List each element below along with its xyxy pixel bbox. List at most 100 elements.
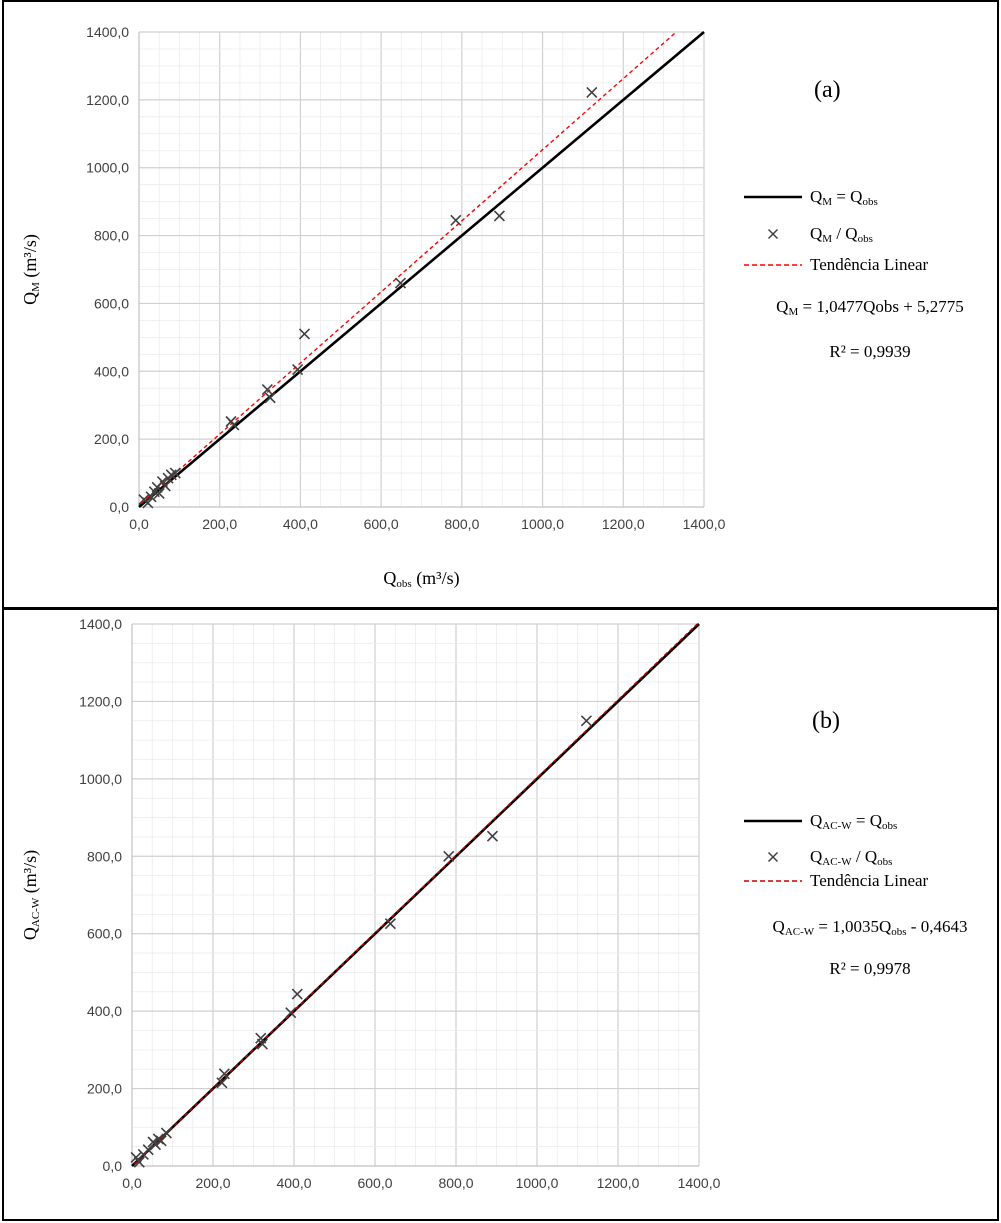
data-point-stroke xyxy=(493,210,505,222)
panel-label: (b) xyxy=(812,708,840,734)
data-point-stroke xyxy=(149,1139,162,1151)
x-tick-label: 0,0 xyxy=(129,516,149,532)
panel-label: (a) xyxy=(814,77,841,103)
legend-points-label: QAC-W / Qobs xyxy=(810,847,892,868)
chart-a-svg: 0,0 200,0 400,0 600,0 800,0 1000,0 1200,0 1400,… xyxy=(20,24,964,590)
data-point xyxy=(169,467,181,479)
legend-marker-stroke xyxy=(767,851,779,863)
legend-identity-label: QAC-W = Qobs xyxy=(810,811,897,832)
trend-line xyxy=(140,31,677,504)
data-point xyxy=(155,1135,167,1147)
x-tick-label: 200,0 xyxy=(202,516,237,532)
chart-panel-a: 0,0 200,0 400,0 600,0 800,0 1000,0 1200,0 1400,… xyxy=(2,0,999,610)
data-point-stroke xyxy=(145,491,157,503)
y-axis-title: QAC-W (m³/s) xyxy=(20,850,42,940)
x-tick-label: 800,0 xyxy=(438,1175,473,1191)
data-point xyxy=(292,364,304,376)
data-point-stroke xyxy=(256,1038,268,1050)
data-point-stroke xyxy=(216,1077,228,1089)
x-tick-label: 0,0 xyxy=(122,1175,142,1191)
data-point-stroke xyxy=(292,364,304,376)
r-squared: R² = 0,9978 xyxy=(829,959,910,978)
data-point-stroke xyxy=(159,480,171,492)
y-tick-label: 1400,0 xyxy=(79,616,122,632)
data-point xyxy=(153,487,165,499)
data-point-stroke xyxy=(443,850,455,862)
data-point-stroke xyxy=(130,1151,142,1164)
data-point xyxy=(130,1151,142,1164)
data-point xyxy=(142,497,154,509)
data-point-stroke xyxy=(384,918,396,930)
data-point xyxy=(133,1156,145,1168)
data-point-stroke xyxy=(291,988,303,1000)
x-tick-label: 1400,0 xyxy=(683,516,726,532)
data-point-stroke xyxy=(169,467,181,479)
y-tick-label: 1000,0 xyxy=(86,160,129,176)
y-tick-label: 1200,0 xyxy=(86,92,129,108)
y-tick-label: 200,0 xyxy=(94,431,129,447)
x-tick-label: 400,0 xyxy=(283,516,318,532)
chart-panel-b: 0,0 200,0 400,0 600,0 800,0 1000,0 1200,0 1400,… xyxy=(2,608,999,1221)
data-point xyxy=(486,830,499,842)
x-axis-title: Qobs (m³/s) xyxy=(383,568,459,590)
legend-marker-stroke xyxy=(767,228,779,240)
x-tick-label: 1400,0 xyxy=(678,1175,721,1191)
data-point xyxy=(142,1144,154,1156)
data-point xyxy=(159,480,171,492)
regression-equation: QM = 1,0477Qobs + 5,2775 xyxy=(776,297,964,318)
data-point xyxy=(580,715,592,727)
data-point-stroke xyxy=(486,830,499,842)
x-tick-label: 1200,0 xyxy=(597,1175,640,1191)
data-point-stroke xyxy=(586,86,598,98)
data-point-stroke xyxy=(261,384,273,396)
y-tick-label: 600,0 xyxy=(87,926,122,942)
x-tick-label: 800,0 xyxy=(444,516,479,532)
data-point xyxy=(218,1068,230,1080)
y-tick-label: 1000,0 xyxy=(79,771,122,787)
legend-trend-label: Tendência Linear xyxy=(810,871,929,890)
y-tick-label: 0,0 xyxy=(103,1158,123,1174)
legend-points-label: QM / Qobs xyxy=(810,224,873,245)
data-point xyxy=(228,419,240,431)
data-point-stroke xyxy=(218,1068,230,1080)
y-tick-label: 800,0 xyxy=(87,848,122,864)
data-point-stroke xyxy=(133,1156,145,1168)
data-point xyxy=(145,491,157,503)
legend-points-swatch xyxy=(767,851,779,863)
data-point xyxy=(261,384,273,396)
identity-line xyxy=(138,31,705,508)
y-tick-label: 800,0 xyxy=(94,228,129,244)
data-point-stroke xyxy=(298,328,311,340)
y-tick-label: 400,0 xyxy=(87,1003,122,1019)
data-point-stroke xyxy=(394,277,407,289)
x-tick-label: 600,0 xyxy=(357,1175,392,1191)
data-point xyxy=(443,850,455,862)
data-point xyxy=(450,214,462,226)
x-tick-label: 600,0 xyxy=(364,516,399,532)
data-point xyxy=(285,1007,297,1019)
x-tick-label: 200,0 xyxy=(195,1175,230,1191)
y-tick-label: 1200,0 xyxy=(79,693,122,709)
data-point xyxy=(216,1077,228,1089)
data-point-stroke xyxy=(156,475,168,488)
x-tick-label: 1200,0 xyxy=(602,516,645,532)
data-point xyxy=(493,210,505,222)
data-point xyxy=(394,277,407,289)
data-point-stroke xyxy=(264,392,276,404)
data-point-stroke xyxy=(142,1144,154,1156)
data-point xyxy=(291,988,303,1000)
x-tick-label: 400,0 xyxy=(276,1175,311,1191)
data-point xyxy=(264,392,276,404)
y-tick-label: 400,0 xyxy=(94,363,129,379)
data-point-stroke xyxy=(285,1007,297,1019)
legend-identity-label: QM = Qobs xyxy=(810,187,878,208)
y-tick-label: 0,0 xyxy=(110,499,130,515)
data-point-stroke xyxy=(255,1032,267,1044)
legend-points-swatch xyxy=(767,228,779,240)
data-point xyxy=(586,86,598,98)
y-tick-label: 1400,0 xyxy=(86,24,129,40)
data-point-stroke xyxy=(450,214,462,226)
data-point-stroke xyxy=(228,419,240,431)
x-tick-label: 1000,0 xyxy=(516,1175,559,1191)
data-point-stroke xyxy=(153,487,165,499)
